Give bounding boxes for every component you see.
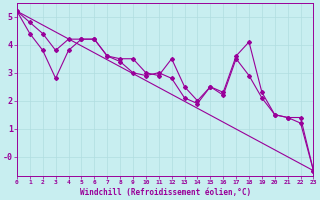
- X-axis label: Windchill (Refroidissement éolien,°C): Windchill (Refroidissement éolien,°C): [80, 188, 251, 197]
